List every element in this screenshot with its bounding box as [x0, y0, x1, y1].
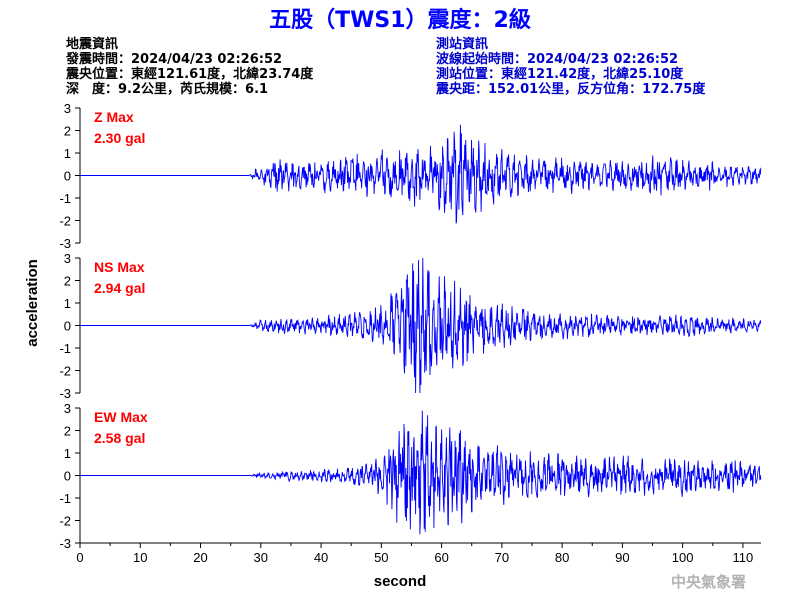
x-tick-label: 100: [672, 550, 694, 565]
y-tick-label: 2: [64, 124, 71, 139]
y-tick-label: -3: [59, 536, 71, 551]
max-label-value: 2.30 gal: [94, 130, 145, 146]
y-tick-label: 2: [64, 274, 71, 289]
epicenter-location: 震央位置：東經121.61度，北緯23.74度: [65, 66, 314, 82]
max-label-title: Z Max: [94, 109, 134, 125]
x-tick-label: 0: [76, 550, 83, 565]
x-tick-label: 60: [434, 550, 448, 565]
y-tick-label: 0: [64, 319, 71, 334]
max-label-value: 2.58 gal: [94, 430, 145, 446]
y-tick-label: 1: [64, 146, 71, 161]
epicentral-distance: 震央距：152.01公里，反方位角：172.75度: [435, 81, 706, 97]
panel-ns: 3 2 1 0 -1 -2 -3 NS Max 2.94 gal: [59, 251, 762, 401]
y-tick-label: -3: [59, 386, 71, 401]
station-location: 測站位置：東經121.42度，北緯25.10度: [436, 66, 684, 82]
y-tick-label: 2: [64, 424, 71, 439]
station-info: 測站資訊 波線起始時間：2024/04/23 02:26:52 測站位置：東經1…: [435, 36, 706, 97]
agency-watermark: 中央氣象署: [671, 573, 746, 591]
max-label-title: NS Max: [94, 259, 145, 275]
y-tick-label: 1: [64, 446, 71, 461]
x-tick-label: 40: [314, 550, 328, 565]
y-tick-label: 0: [64, 469, 71, 484]
x-axis-label: second: [374, 573, 427, 590]
depth-magnitude: 深 度：9.2公里，芮氏規模：6.1: [66, 81, 268, 97]
x-tick-label: 20: [193, 550, 207, 565]
earthquake-info-heading: 地震資訊: [66, 36, 118, 52]
max-label-title: EW Max: [94, 409, 148, 425]
y-tick-label: -1: [59, 491, 71, 506]
y-axis-label: acceleration: [24, 259, 41, 347]
y-tick-label: -1: [59, 341, 71, 356]
x-tick-label: 70: [495, 550, 509, 565]
y-tick-label: 0: [64, 169, 71, 184]
x-tick-label: 80: [555, 550, 569, 565]
y-tick-label: -2: [59, 364, 71, 379]
waveform-ns: [80, 257, 762, 394]
panel-z: 3 2 1 0 -1 -2 -3 Z Max 2.30 gal: [59, 101, 762, 251]
x-tick-label: 90: [615, 550, 629, 565]
x-tick-label: 10: [133, 550, 147, 565]
x-tick-label: 50: [374, 550, 388, 565]
panel-ew: 3 2 1 0 -1 -2 -3 EW Max 2.58 gal: [59, 401, 762, 551]
waveform-start-time: 波線起始時間：2024/04/23 02:26:52: [436, 51, 678, 67]
earthquake-info: 地震資訊 發震時間：2024/04/23 02:26:52 震央位置：東經121…: [65, 36, 314, 97]
y-tick-label: -2: [59, 514, 71, 529]
y-tick-label: 3: [64, 251, 71, 266]
chart-title: 五股（TWS1）震度：2級: [269, 7, 531, 33]
x-tick-label: 30: [254, 550, 268, 565]
y-tick-label: 1: [64, 296, 71, 311]
waveform-ew: [80, 410, 762, 535]
y-tick-label: 3: [64, 401, 71, 416]
y-tick-label: 3: [64, 101, 71, 116]
y-tick-label: -1: [59, 191, 71, 206]
y-tick-label: -3: [59, 236, 71, 251]
waveform-z: [80, 124, 762, 224]
x-tick-label: 110: [733, 550, 754, 565]
station-info-heading: 測站資訊: [436, 36, 488, 52]
origin-time: 發震時間：2024/04/23 02:26:52: [65, 51, 282, 67]
max-label-value: 2.94 gal: [94, 280, 145, 296]
y-tick-label: -2: [59, 214, 71, 229]
